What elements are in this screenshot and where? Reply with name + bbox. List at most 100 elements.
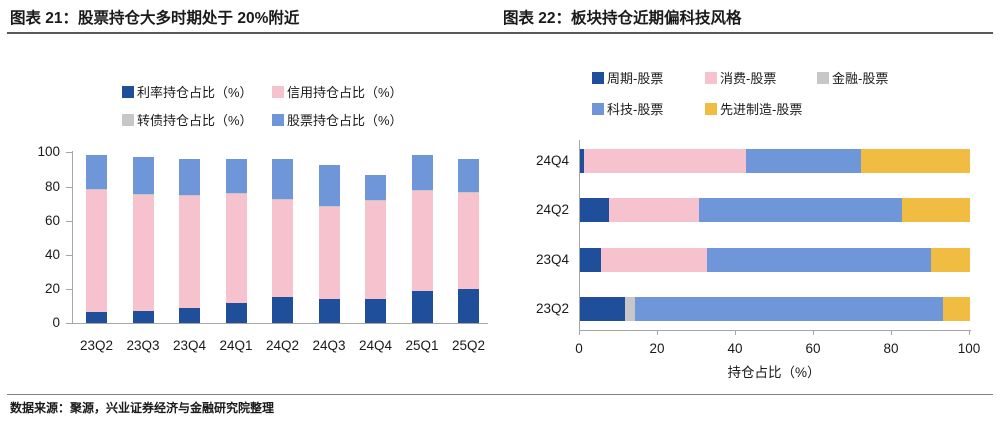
fig21-bar-segment [411, 190, 433, 292]
fig21-bar-segment [318, 206, 340, 208]
fig21-x-axis-category-label: 24Q4 [358, 338, 393, 353]
fig21-bar-segment [86, 189, 107, 190]
fig22-legend-item: 周期-股票 [592, 70, 663, 86]
fig22-legend-label: 先进制造-股票 [720, 102, 803, 117]
fig22-bar-segment [745, 149, 861, 173]
fig22-bar-segment [942, 296, 970, 321]
fig21-bar-segment [86, 155, 107, 190]
fig21-bar-segment [179, 195, 200, 196]
fig22-y-axis-category-label: 23Q2 [535, 300, 569, 316]
fig22-legend-item: 消费-股票 [705, 70, 777, 86]
fig21-bar-segment [225, 192, 247, 194]
fig22-x-axis-tick [579, 330, 580, 335]
fig22-legend-swatch [592, 71, 604, 84]
fig21-y-axis-tick [66, 254, 72, 256]
fig21-bar-segment [132, 156, 154, 194]
fig22-y-axis-category-label: 24Q2 [535, 202, 569, 218]
fig22-bar-segment [580, 247, 602, 272]
fig21-x-axis-category-label: 24Q3 [312, 338, 346, 353]
fig21-bar-segment [365, 174, 386, 201]
fig21-y-axis-line [72, 151, 73, 323]
fig21-bar-segment [318, 165, 340, 207]
fig21-bar-segment [458, 288, 479, 323]
fig22-x-axis-tick-label: 60 [805, 341, 821, 356]
fig21-x-axis-category-label: 23Q3 [126, 338, 160, 353]
fig22-bar-segment [931, 247, 970, 272]
fig22-legend-swatch [705, 102, 717, 115]
fig22-x-axis-tick-label: 20 [649, 341, 665, 356]
fig21-legend-swatch [272, 85, 284, 98]
fig22-bar-segment [580, 149, 584, 173]
fig21-bar-segment [458, 192, 479, 289]
fig21-bar-segment [318, 207, 340, 300]
fig21-legend-item: 股票持仓占比（%） [272, 112, 403, 128]
fig21-y-axis-tick-label: 0 [52, 315, 60, 330]
figure22-title: 图表 22：板块持仓近期偏科技风格 [503, 10, 742, 27]
fig21-legend-label: 股票持仓占比（%） [287, 113, 403, 128]
fig21-bar-segment [132, 193, 154, 195]
fig21-bar-segment [86, 189, 107, 312]
fig21-bar-segment [179, 307, 200, 323]
fig22-legend-label: 科技-股票 [607, 102, 664, 117]
fig21-bar-segment [179, 158, 200, 196]
fig22-legend-swatch [817, 71, 829, 84]
fig21-y-axis-tick [66, 288, 72, 290]
footer-rule [7, 394, 993, 395]
fig21-bar-segment [225, 302, 247, 323]
fig21-bar-segment [411, 190, 433, 191]
fig21-bar-segment [272, 198, 293, 200]
fig22-x-axis-tick-label: 100 [957, 341, 981, 356]
fig21-y-axis-tick [66, 186, 72, 188]
fig21-y-axis-tick-label: 100 [37, 144, 60, 160]
fig21-legend-label: 利率持仓占比（%） [137, 85, 253, 100]
fig22-x-axis-tick-label: 0 [575, 341, 583, 356]
fig22-y-axis-line [579, 140, 580, 330]
fig22-x-axis-tick-label: 80 [883, 341, 899, 356]
fig21-x-axis-category-label: 24Q2 [265, 338, 300, 353]
fig21-y-axis-tick [66, 220, 72, 222]
fig21-bar-segment [411, 155, 433, 191]
fig21-y-axis-tick [66, 323, 72, 324]
fig21-y-axis-tick-label: 60 [44, 212, 60, 228]
fig21-bar-segment [365, 201, 386, 300]
fig21-bar-segment [411, 291, 433, 323]
fig22-bar-segment [609, 198, 699, 223]
fig22-x-axis-tick [735, 330, 736, 335]
fig22-x-axis-tick [969, 330, 970, 335]
fig21-y-axis-tick-label: 20 [44, 280, 60, 296]
fig22-bar-segment [901, 198, 970, 223]
fig22-legend-swatch [705, 71, 717, 84]
fig22-bar-segment [580, 296, 625, 321]
fig21-x-axis-category-label: 24Q1 [219, 338, 253, 353]
fig21-bar-segment [458, 191, 479, 193]
fig21-bar-segment [365, 200, 386, 202]
fig21-bar-segment [179, 195, 200, 308]
fig21-legend-item: 利率持仓占比（%） [122, 84, 253, 100]
fig22-bar-segment [860, 149, 970, 173]
fig21-x-axis-category-label: 25Q2 [451, 338, 486, 353]
fig22-legend-item: 科技-股票 [592, 101, 664, 117]
fig21-legend-item: 信用持仓占比（%） [272, 84, 403, 100]
fig21-legend-label: 信用持仓占比（%） [287, 85, 403, 100]
fig22-legend-label: 消费-股票 [720, 71, 777, 86]
fig22-bar-segment [601, 247, 707, 272]
fig21-bar-segment [365, 299, 386, 323]
fig21-y-axis-tick-label: 80 [44, 178, 60, 194]
fig21-legend-item: 转债持仓占比（%） [122, 112, 253, 128]
fig22-legend-item: 先进制造-股票 [705, 101, 803, 117]
fig22-bar-segment [698, 198, 902, 223]
fig22-x-axis-tick [813, 330, 814, 335]
fig22-x-axis-tick-label: 40 [727, 341, 743, 356]
fig21-bar-segment [225, 158, 247, 193]
fig22-legend-label: 金融-股票 [832, 71, 889, 86]
fig21-bar-segment [132, 311, 154, 323]
fig21-y-axis-tick [66, 152, 72, 154]
fig21-x-axis-line [72, 323, 488, 324]
fig21-bar-segment [272, 297, 293, 323]
fig21-y-axis-tick-label: 40 [44, 246, 60, 262]
fig22-y-axis-category-label: 23Q4 [535, 251, 569, 267]
fig22-bar-segment [580, 198, 610, 223]
fig21-x-axis-category-label: 23Q2 [79, 338, 114, 353]
fig21-bar-segment [225, 193, 247, 303]
